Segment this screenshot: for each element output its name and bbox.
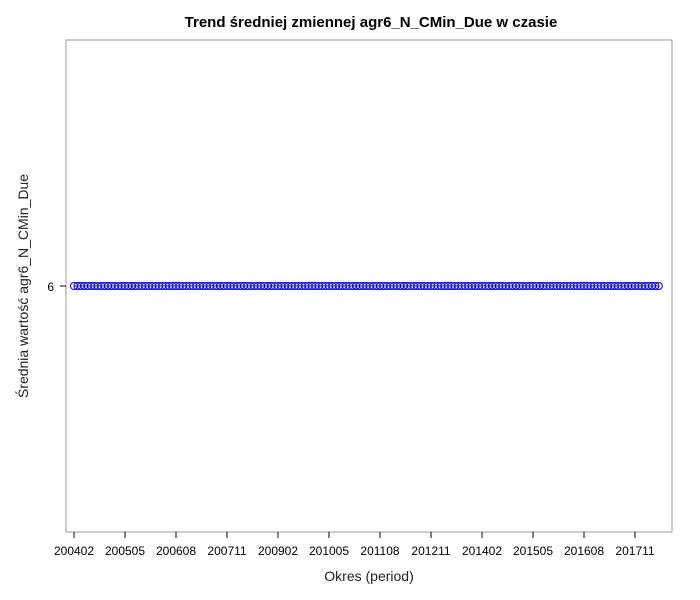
x-tick-label: 201505 xyxy=(513,544,553,558)
chart-title: Trend średniej zmiennej agr6_N_CMin_Due … xyxy=(185,14,558,31)
data-point xyxy=(651,282,660,290)
x-tick-label: 201211 xyxy=(411,544,450,558)
x-tick-label: 200402 xyxy=(54,544,94,558)
x-tick-label: 201005 xyxy=(309,544,349,558)
series-layer xyxy=(70,282,663,290)
y-tick-label: 6 xyxy=(47,280,54,294)
x-axis-label: Okres (period) xyxy=(324,568,413,584)
x-tick-label: 201608 xyxy=(564,544,604,558)
x-tick-label: 201108 xyxy=(360,544,399,558)
x-tick-label: 200608 xyxy=(156,544,196,558)
x-tick-label: 200711 xyxy=(207,544,246,558)
x-tick-label: 200902 xyxy=(258,544,298,558)
x-axis: 200402 200505 200608 200711 200902 201005 2011… xyxy=(54,532,655,558)
y-axis: 6 xyxy=(47,280,66,294)
x-tick-label: 201711 xyxy=(615,544,654,558)
y-axis-label: Średnia wartość agr6_N_CMin_Due xyxy=(14,174,31,398)
data-point xyxy=(654,282,663,290)
x-tick-label: 201402 xyxy=(462,544,502,558)
x-tick-label: 200505 xyxy=(105,544,145,558)
